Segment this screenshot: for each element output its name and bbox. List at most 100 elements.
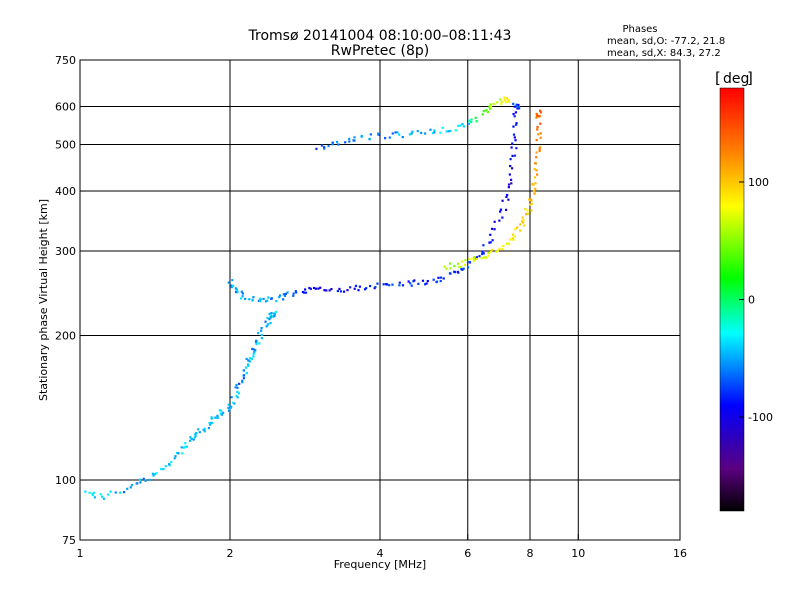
echo-point [180, 446, 183, 449]
echo-point [515, 122, 518, 125]
echo-point [252, 348, 255, 351]
echo-point [481, 250, 484, 253]
echo-point [391, 132, 394, 135]
x-tick-label: 16 [673, 547, 687, 560]
echo-point [252, 296, 255, 299]
echo-point [282, 298, 285, 301]
echo-point [453, 270, 457, 274]
grid [80, 60, 680, 540]
echo-point [501, 216, 504, 219]
echo-point [257, 299, 261, 302]
echo-point [467, 122, 471, 125]
echo-point [377, 132, 380, 135]
echo-point [539, 122, 542, 125]
echo-point [503, 96, 506, 99]
x-tick-label: 8 [527, 547, 534, 560]
echo-point [319, 286, 322, 289]
x-tick-label: 2 [227, 547, 234, 560]
echo-point [269, 321, 272, 325]
echo-point [264, 300, 268, 303]
echo-point [363, 288, 367, 291]
echo-point [510, 167, 514, 170]
echo-point [153, 473, 156, 476]
echo-point [431, 131, 435, 135]
echo-point [230, 285, 233, 289]
echo-point [194, 433, 197, 436]
echo-point [461, 123, 464, 126]
echo-point [511, 233, 515, 236]
echo-point [304, 291, 308, 294]
echo-point [266, 299, 269, 302]
echo-point [505, 195, 508, 198]
colorbar-ticks: 100 0 -100 [739, 176, 773, 424]
echo-point [231, 284, 235, 288]
echo-point [346, 289, 349, 292]
echo-point [230, 396, 233, 399]
echo-point [525, 213, 528, 216]
echo-point [537, 133, 540, 136]
echo-point [248, 360, 251, 363]
echo-point [470, 120, 473, 124]
echo-point [221, 411, 225, 414]
echo-point [522, 221, 525, 224]
data-points [84, 96, 542, 500]
echo-point [160, 467, 163, 471]
echo-point [373, 287, 376, 290]
echo-point [482, 256, 486, 259]
echo-point [417, 282, 420, 285]
x-axis-label: Frequency [MHz] [334, 558, 426, 571]
echo-point [433, 131, 436, 134]
echo-point [507, 242, 511, 245]
echo-point [468, 257, 471, 261]
echo-point [517, 106, 520, 109]
echo-point [170, 460, 173, 464]
echo-point [194, 434, 197, 437]
echo-point [488, 107, 492, 110]
echo-point [536, 126, 539, 129]
echo-point [349, 286, 352, 289]
echo-point [216, 414, 219, 417]
echo-point [189, 436, 192, 439]
colorbar-unit-bracket-left: [ [715, 69, 721, 87]
echo-point [282, 293, 285, 296]
echo-point [252, 355, 255, 358]
echo-point [181, 452, 184, 455]
echo-point [492, 102, 495, 106]
echo-point [365, 287, 368, 290]
echo-point [323, 146, 326, 149]
echo-point [408, 133, 412, 136]
echo-point [512, 133, 516, 136]
echo-point [114, 491, 117, 494]
echo-point [505, 101, 508, 104]
echo-point [445, 130, 448, 133]
echo-point [432, 278, 435, 281]
echo-point [122, 491, 126, 494]
echo-point [369, 284, 372, 288]
echo-point [353, 287, 356, 290]
echo-point [433, 129, 436, 132]
echo-point [195, 432, 198, 435]
echo-point [292, 294, 295, 297]
echo-point [136, 482, 139, 485]
echo-point [511, 237, 514, 240]
phase-info-x: mean, sd,X: 84.3, 27.2 [607, 48, 721, 59]
echo-point [368, 137, 371, 141]
echo-point [521, 216, 524, 219]
echo-point [439, 131, 442, 134]
echo-point [462, 267, 465, 270]
echo-point [539, 111, 542, 114]
echo-point [513, 105, 516, 108]
echo-point [519, 223, 522, 226]
echo-point [503, 99, 506, 102]
echo-point [509, 164, 512, 168]
echo-point [309, 287, 312, 290]
echo-point [344, 141, 347, 144]
echo-point [278, 294, 282, 297]
echo-point [439, 279, 442, 283]
echo-point [484, 256, 488, 259]
echo-point [532, 183, 535, 186]
echo-point [493, 220, 496, 223]
echo-point [538, 149, 541, 153]
echo-point [461, 268, 464, 271]
echo-point [219, 412, 222, 415]
